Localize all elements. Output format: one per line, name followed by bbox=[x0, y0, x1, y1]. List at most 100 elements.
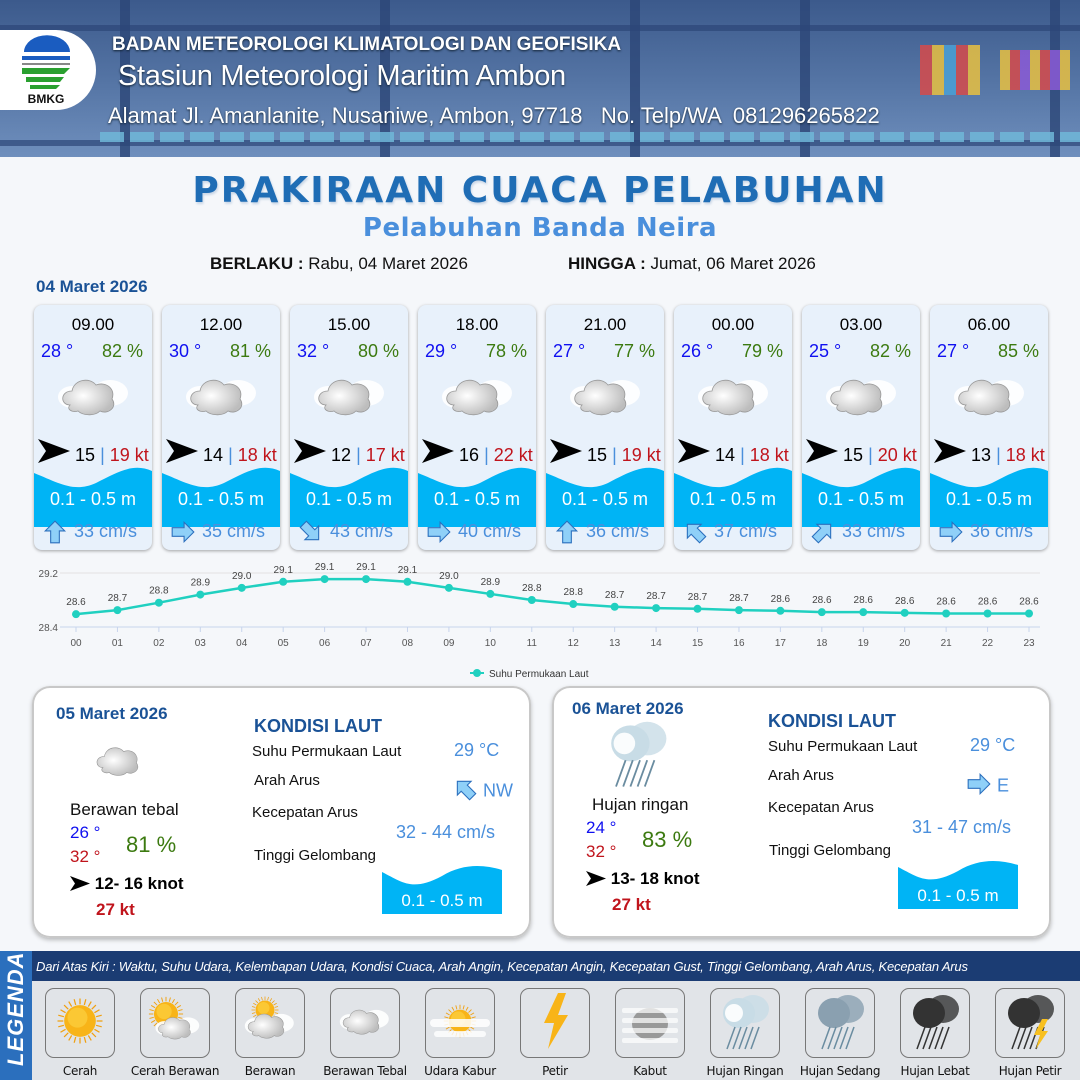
data-label: 28.6 bbox=[66, 597, 86, 608]
current-speed: 32 - 44 cm/s bbox=[396, 822, 496, 842]
heavy-cloud-icon bbox=[438, 373, 518, 422]
sst-line bbox=[75, 577, 1029, 616]
current-speed-label: Kecepatan Arus bbox=[768, 799, 874, 816]
valid-to-label: HINGGA : bbox=[568, 254, 646, 273]
wave-graphic bbox=[34, 467, 152, 527]
data-label: 28.7 bbox=[605, 590, 625, 601]
current-direction: NW bbox=[452, 776, 513, 807]
forecast-time: 12.00 bbox=[199, 315, 243, 334]
data-label: 28.7 bbox=[108, 593, 128, 604]
sst-point bbox=[693, 604, 702, 613]
current-direction-label: Arah Arus bbox=[768, 767, 834, 784]
sst-point bbox=[527, 596, 536, 604]
legend-label: Petir bbox=[542, 1064, 568, 1078]
legend-label: Berawan bbox=[244, 1064, 296, 1078]
heavy-cloud-icon bbox=[566, 373, 646, 422]
gust: 27 kt bbox=[612, 895, 651, 914]
x-tick-label: 13 bbox=[609, 638, 621, 649]
data-label: 29.0 bbox=[439, 571, 459, 582]
forecast-card: 00.00 26 ° 79 % 14 | 18 kt 0.1 - 0.5 m 3… bbox=[674, 305, 792, 550]
daily-forecast-panel: 06 Maret 2026 Hujan ringan 24 ° 32 ° 83 … bbox=[552, 686, 1051, 938]
wind-direction-east-arrow-icon bbox=[422, 439, 454, 465]
air-temperature: 32 ° bbox=[297, 341, 330, 361]
wave-graphic bbox=[418, 467, 536, 527]
valid-to-value: Jumat, 06 Maret 2026 bbox=[650, 254, 816, 273]
wave-graphic bbox=[802, 467, 920, 527]
agency-name: BADAN METEOROLOGI KLIMATOLOGI DAN GEOFIS… bbox=[112, 34, 622, 55]
sst-value: 29 °C bbox=[454, 740, 500, 760]
sst-point bbox=[486, 589, 495, 598]
wind-info: 12 | 17 kt bbox=[294, 439, 406, 466]
x-tick-label: 09 bbox=[443, 638, 455, 649]
wind-info: 15 | 19 kt bbox=[38, 439, 150, 466]
current-direction-arrow-icon bbox=[810, 521, 842, 544]
data-label: 28.8 bbox=[149, 586, 169, 597]
wind-range: 12- 16 knot bbox=[70, 874, 184, 894]
gust-speed: 19 kt bbox=[109, 445, 149, 465]
sst-point bbox=[734, 606, 743, 615]
sst-label: Suhu Permukaan Laut bbox=[252, 743, 402, 760]
sst-point bbox=[610, 602, 619, 611]
y-tick-label: 29.2 bbox=[39, 569, 59, 580]
x-tick-label: 07 bbox=[360, 638, 372, 649]
gust: 27 kt bbox=[96, 900, 135, 919]
sea-condition-title: KONDISI LAUT bbox=[254, 716, 382, 736]
current-direction: E bbox=[966, 771, 1009, 802]
x-tick-label: 01 bbox=[112, 638, 124, 649]
wind-speed: 15 bbox=[75, 445, 96, 465]
legend-title: LEGENDA bbox=[3, 951, 28, 1066]
temp-max: 32 ° bbox=[586, 842, 617, 861]
heavy-cloud-icon bbox=[310, 373, 390, 422]
x-tick-label: 20 bbox=[899, 638, 911, 649]
wave-height: 0.1 - 0.5 m bbox=[917, 886, 999, 905]
wind-direction-east-arrow-icon bbox=[294, 439, 326, 465]
heavy-cloud-icon bbox=[950, 373, 1030, 422]
temp-max: 32 ° bbox=[70, 847, 101, 866]
wave-height: 0.1 - 0.5 m bbox=[49, 489, 137, 509]
sst-point bbox=[320, 575, 329, 584]
forecast-card: 12.00 30 ° 81 % 14 | 18 kt 0.1 - 0.5 m 3… bbox=[162, 305, 280, 550]
wind-direction-east-arrow-icon bbox=[934, 439, 966, 465]
humidity: 83 % bbox=[642, 827, 693, 852]
wind-speed: 14 bbox=[203, 445, 224, 465]
sst-point bbox=[817, 608, 826, 617]
forecast-time: 00.00 bbox=[711, 315, 755, 334]
data-label: 28.6 bbox=[978, 597, 998, 608]
gust-speed: 19 kt bbox=[621, 445, 661, 465]
current-speed: 33 cm/s bbox=[842, 520, 906, 541]
current-speed: 43 cm/s bbox=[330, 520, 394, 541]
wave-height: 0.1 - 0.5 m bbox=[561, 489, 649, 509]
wave-height-label: Tinggi Gelombang bbox=[254, 847, 377, 864]
legend-strip: LEGENDA bbox=[0, 951, 32, 1080]
x-tick-label: 15 bbox=[692, 638, 704, 649]
wind-direction-east-arrow-icon bbox=[806, 439, 838, 465]
heavy-cloud-icon bbox=[54, 373, 134, 422]
sst-point bbox=[859, 608, 868, 617]
panel-date: 05 Maret 2026 bbox=[56, 704, 168, 723]
heavy-cloud-icon bbox=[182, 373, 262, 422]
wind-speed: 15 bbox=[587, 445, 608, 465]
lightning-icon bbox=[540, 992, 570, 1054]
valid-from-label: BERLAKU : bbox=[210, 254, 304, 273]
humidity: 80 % bbox=[357, 341, 399, 361]
current-direction-arrow-icon bbox=[554, 520, 586, 544]
legend-label: Udara Kabur bbox=[424, 1064, 496, 1078]
wind-direction-east-arrow-icon bbox=[550, 439, 582, 465]
bmkg-logo: BMKG bbox=[0, 30, 96, 110]
x-tick-label: 22 bbox=[982, 638, 994, 649]
legend-icon-box bbox=[710, 988, 780, 1058]
forecast-card: 06.00 27 ° 85 % 13 | 18 kt 0.1 - 0.5 m 3… bbox=[930, 305, 1048, 550]
x-tick-label: 03 bbox=[195, 638, 207, 649]
wave-height: 0.1 - 0.5 m bbox=[401, 891, 483, 910]
sst-point bbox=[196, 590, 205, 599]
x-tick-label: 23 bbox=[1023, 638, 1035, 649]
data-label: 29.1 bbox=[273, 565, 293, 576]
sst-point bbox=[154, 598, 163, 607]
wave-graphic bbox=[930, 467, 1048, 527]
forecast-card: 18.00 29 ° 78 % 16 | 22 kt 0.1 - 0.5 m 4… bbox=[418, 305, 536, 550]
data-label: 28.6 bbox=[771, 594, 791, 605]
humidity: 85 % bbox=[997, 341, 1039, 361]
data-label: 28.9 bbox=[191, 578, 211, 589]
x-tick-label: 12 bbox=[568, 638, 580, 649]
wave-graphic bbox=[162, 467, 280, 527]
